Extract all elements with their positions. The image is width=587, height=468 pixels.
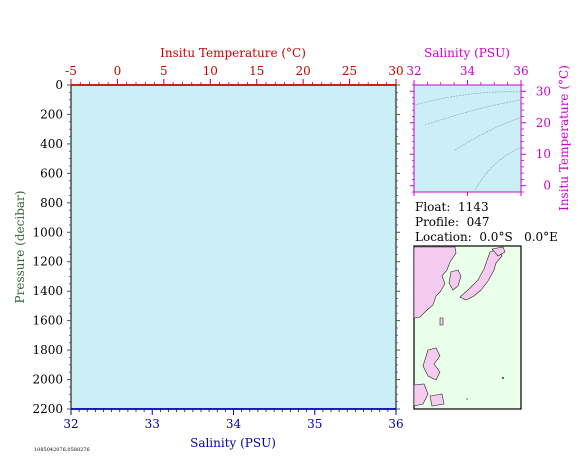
ts-diagram: 32 34 36 0 10 20 30 Salinity (PSU) Insitu Tem… xyxy=(406,46,571,211)
ts-salinity-axis-label: Salinity (PSU) xyxy=(424,46,510,60)
location: Location: 0.0°S 0.0°E xyxy=(415,230,558,244)
temperature-tick-label: 20 xyxy=(296,64,311,78)
ts-temperature-axis: 0 10 20 30 xyxy=(410,84,551,193)
japan-landmass xyxy=(459,248,503,301)
pressure-axis: 0 200 400 600 800 1000 1200 1400 1600 1800 2000 220… xyxy=(32,78,71,416)
salinity-axis-label: Salinity (PSU) xyxy=(190,436,276,450)
pressure-tick-label: 1800 xyxy=(32,343,63,357)
pressure-tick-label: 600 xyxy=(40,166,63,180)
temperature-tick-label: 0 xyxy=(114,64,122,78)
philippines-landmass xyxy=(422,347,441,381)
temperature-axis: -5 0 5 10 15 20 25 30 xyxy=(65,64,404,86)
density-contour xyxy=(454,117,521,151)
new-guinea-landmass xyxy=(429,393,445,407)
pressure-axis-right xyxy=(396,84,400,410)
island-dot xyxy=(502,377,504,379)
pressure-tick-label: 1400 xyxy=(32,284,63,298)
profile-number: Profile: 047 xyxy=(415,215,490,229)
pressure-tick-label: 800 xyxy=(40,196,63,210)
pressure-tick-label: 1200 xyxy=(32,255,63,269)
density-contours xyxy=(414,91,521,191)
ts-salinity-axis: 32 34 36 xyxy=(406,64,529,196)
temperature-tick-label: 15 xyxy=(249,64,264,78)
korea-landmass xyxy=(448,269,462,291)
salinity-axis: 32 33 34 35 36 xyxy=(63,408,404,431)
ts-temperature-tick-label: 30 xyxy=(536,84,551,98)
pressure-tick-label: 0 xyxy=(55,78,63,92)
salinity-tick-label: 35 xyxy=(307,417,322,431)
ts-temperature-tick-label: 10 xyxy=(536,147,551,161)
temperature-tick-label: 30 xyxy=(388,64,403,78)
island-dot xyxy=(466,398,468,400)
profile-plot: 0200400600800100012001400160018002000220… xyxy=(13,46,404,450)
pressure-tick-label: 400 xyxy=(40,137,63,151)
density-contour xyxy=(424,99,521,126)
timestamp-footnote: 1085042076.0588276 xyxy=(34,447,90,453)
salinity-tick-label: 32 xyxy=(63,417,78,431)
land-masses xyxy=(413,246,506,407)
borneo-landmass xyxy=(413,383,429,407)
temperature-axis-label: Insitu Temperature (°C) xyxy=(160,46,306,60)
ts-temperature-axis-label: Insitu Temperature (°C) xyxy=(557,65,571,211)
pressure-axis-label: Pressure (decibar) xyxy=(13,191,27,304)
temperature-tick-label: 5 xyxy=(160,64,168,78)
salinity-tick-label: 34 xyxy=(226,417,242,431)
pressure-tick-label: 1600 xyxy=(32,314,63,328)
asia-landmass xyxy=(413,246,457,319)
temperature-tick-label: -5 xyxy=(65,64,77,78)
pressure-tick-label: 2000 xyxy=(32,373,63,387)
pressure-tick-label: 2200 xyxy=(32,402,63,416)
location-map xyxy=(413,245,522,410)
hokkaido-landmass xyxy=(491,246,506,257)
density-contour xyxy=(474,147,521,191)
float-id: Float: 1143 xyxy=(415,200,489,214)
salinity-tick-label: 36 xyxy=(388,417,403,431)
ts-salinity-tick-label: 32 xyxy=(406,64,421,78)
ts-temperature-tick-label: 0 xyxy=(543,179,551,193)
ts-salinity-tick-label: 36 xyxy=(513,64,528,78)
salinity-tick-label: 33 xyxy=(145,417,160,431)
pressure-tick-label: 1000 xyxy=(32,225,63,239)
taiwan-landmass xyxy=(439,317,444,326)
density-contour xyxy=(414,91,521,106)
temperature-tick-label: 10 xyxy=(203,64,218,78)
pressure-tick-label: 200 xyxy=(40,107,63,121)
temperature-tick-label: 25 xyxy=(342,64,357,78)
profile-plot-area xyxy=(70,84,397,410)
ts-salinity-tick-label: 34 xyxy=(460,64,476,78)
ts-temperature-tick-label: 20 xyxy=(536,116,551,130)
